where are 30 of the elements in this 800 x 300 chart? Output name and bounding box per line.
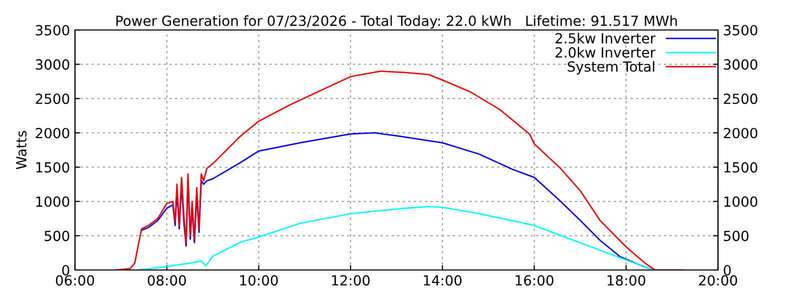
y-axis-title: Watts [16,130,27,170]
legend-label: 2.5kw Inverter [556,32,656,44]
y-tick-label: 1000 [36,196,70,207]
x-tick-label: 14:00 [424,275,462,286]
x-tick-label: 16:00 [516,275,554,286]
line-series [138,206,654,270]
x-tick-label: 18:00 [608,275,646,286]
legend-label: System Total [568,61,654,74]
legend-label: 2.0kw Inverter [556,46,656,58]
y-tick-label: 3500 [36,24,70,36]
y-tick-label: 2000 [36,128,70,138]
x-tick-label: 06:00 [56,275,94,286]
y2-tick-label: 0 [724,264,731,276]
y-tick-label: 3000 [36,59,70,70]
y2-tick-label: 500 [724,230,748,242]
y-tick-label: 0 [62,264,70,276]
y2-tick-label: 2000 [724,128,758,138]
y-tick-label: 1500 [36,162,70,173]
y2-tick-label: 3000 [724,59,758,70]
x-tick-label: 08:00 [148,275,186,286]
y-tick-label: 2500 [36,94,70,104]
y-tick-label: 500 [44,230,70,242]
y2-tick-label: 1500 [724,162,758,173]
x-tick-label: 12:00 [332,275,370,286]
x-tick-label: 20:00 [699,275,738,286]
y2-tick-label: 1000 [724,196,758,207]
y2-tick-label: 3500 [724,24,758,36]
x-tick-label: 10:00 [240,275,278,286]
chart-title: Power Generation for 07/23/2026 - Total Today: 22.0 kWh Lifetime: 91.517 MWh [116,15,677,29]
y2-tick-label: 2500 [724,94,758,104]
